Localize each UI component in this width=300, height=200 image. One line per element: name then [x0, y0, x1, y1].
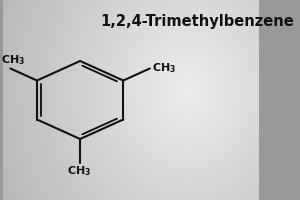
Text: $\mathregular{CH_3}$: $\mathregular{CH_3}$ — [152, 62, 177, 75]
Text: $\mathregular{CH_3}$: $\mathregular{CH_3}$ — [1, 54, 25, 67]
Text: $\mathregular{CH_3}$: $\mathregular{CH_3}$ — [67, 164, 91, 178]
Text: 1,2,4-Trimethylbenzene: 1,2,4-Trimethylbenzene — [101, 14, 295, 29]
